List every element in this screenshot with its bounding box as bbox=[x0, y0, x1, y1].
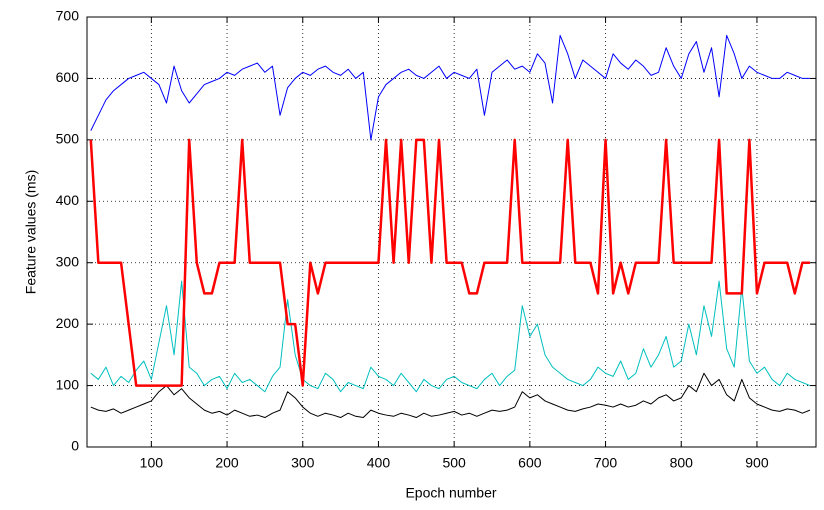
data-line bbox=[89, 138, 810, 387]
data-line bbox=[90, 280, 811, 393]
y-tick-label: 300 bbox=[56, 253, 80, 269]
x-axis-label: Epoch number bbox=[405, 485, 496, 501]
y-tick-label: 100 bbox=[56, 376, 80, 392]
y-axis-label: Feature values (ms) bbox=[23, 170, 39, 294]
x-tick-label: 500 bbox=[442, 455, 466, 471]
y-tick-label: 200 bbox=[56, 315, 80, 331]
data-line bbox=[90, 372, 811, 419]
x-tick-label: 100 bbox=[140, 455, 164, 471]
plot-frame bbox=[86, 16, 817, 448]
x-tick-label: 800 bbox=[670, 455, 694, 471]
x-tick-label: 700 bbox=[594, 455, 618, 471]
x-tick-label: 900 bbox=[745, 455, 769, 471]
y-tick-label: 0 bbox=[71, 438, 79, 454]
x-tick-label: 600 bbox=[518, 455, 542, 471]
x-tick-label: 300 bbox=[291, 455, 315, 471]
y-tick-label: 600 bbox=[56, 69, 80, 85]
y-tick-label: 400 bbox=[56, 192, 80, 208]
y-tick-label: 700 bbox=[56, 8, 80, 24]
x-tick-label: 400 bbox=[367, 455, 391, 471]
data-line bbox=[90, 34, 810, 141]
x-tick-label: 200 bbox=[215, 455, 239, 471]
y-tick-label: 500 bbox=[56, 131, 80, 147]
